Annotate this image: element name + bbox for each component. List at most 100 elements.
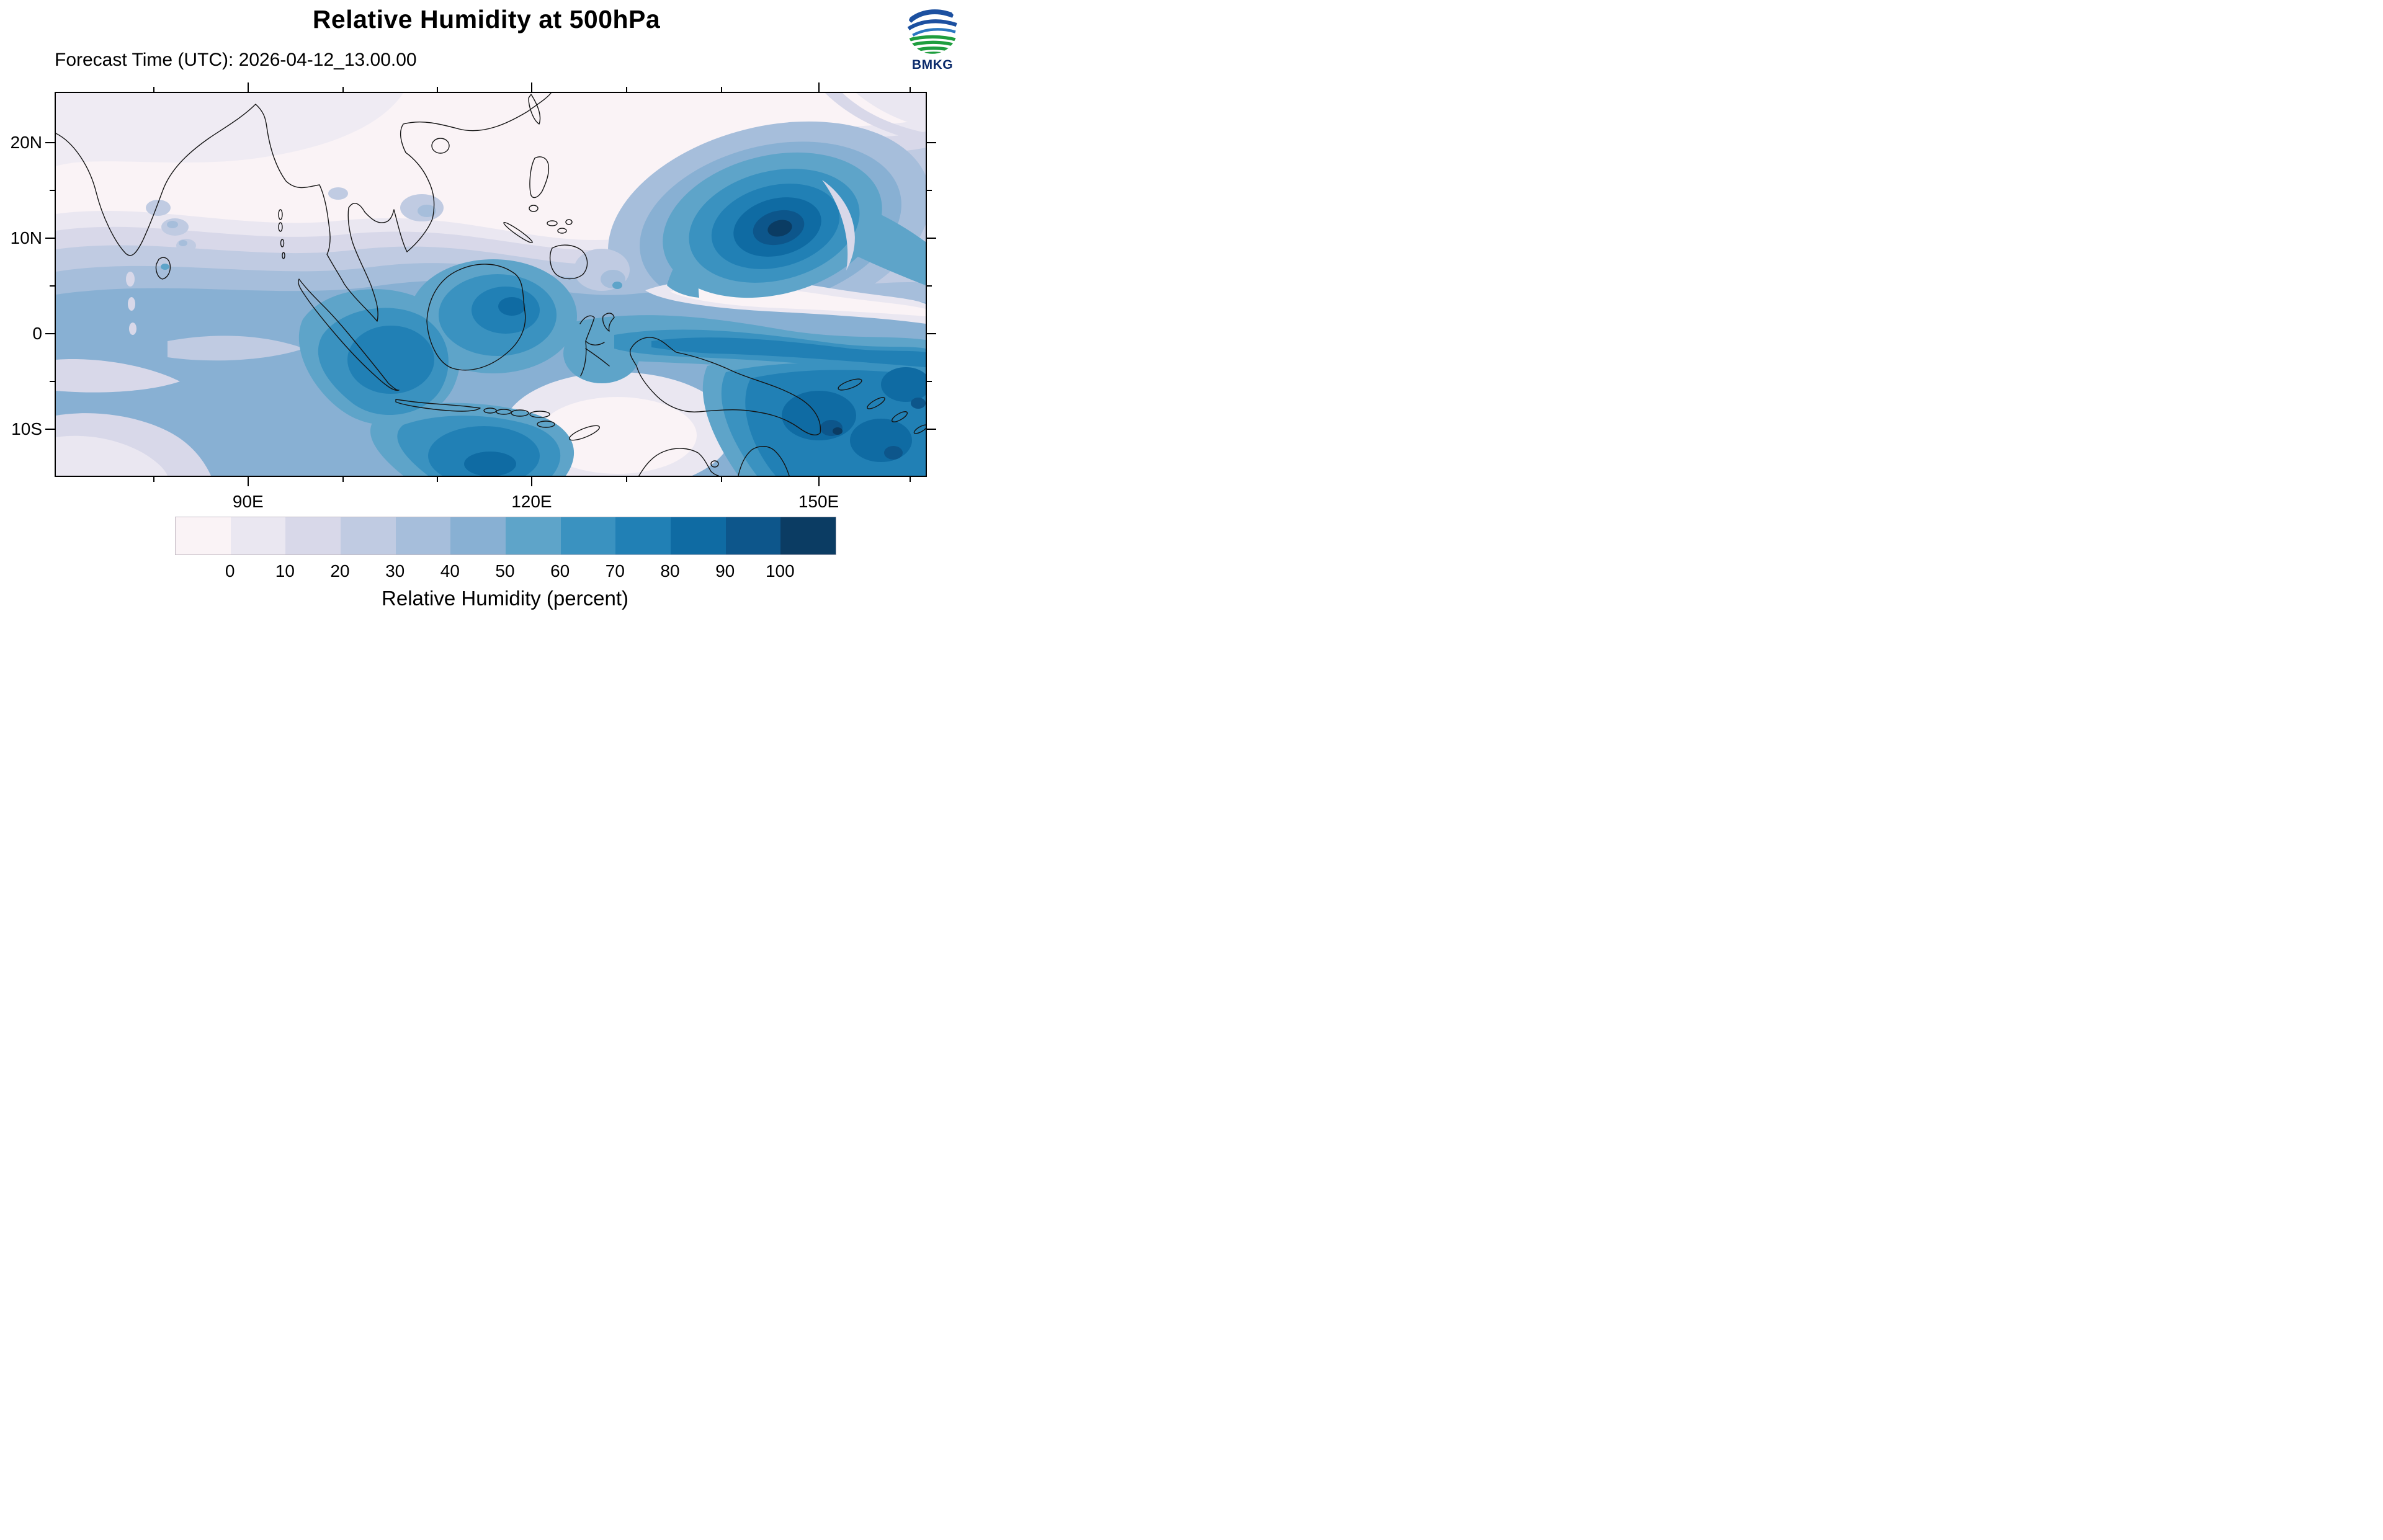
- colorbar-cell: [725, 517, 781, 554]
- coastline-lombok: [496, 409, 512, 415]
- humidity-map: [56, 93, 926, 476]
- coastline-visayas-1: [547, 220, 558, 226]
- coastline-luzon: [529, 156, 550, 198]
- lon-major-tick: [247, 82, 249, 92]
- colorbar-tick-label: 70: [605, 561, 625, 581]
- lon-minor-tick: [153, 477, 155, 482]
- coastline-visayas-3: [565, 219, 573, 225]
- lon-minor-tick: [342, 87, 344, 92]
- colorbar-caption: Relative Humidity (percent): [382, 587, 628, 610]
- page-title: Relative Humidity at 500hPa: [312, 5, 661, 33]
- lon-major-tick: [818, 477, 820, 486]
- lon-major-tick: [818, 82, 820, 92]
- coastline-groote: [710, 460, 719, 468]
- coastline-sumbawa: [511, 409, 529, 417]
- colorbar-tick-label: 90: [715, 561, 735, 581]
- coastline-sri-lanka: [155, 257, 171, 280]
- coastline-solomon-1: [867, 397, 885, 409]
- lon-minor-tick: [342, 477, 344, 482]
- colorbar-tick-label: 10: [275, 561, 295, 581]
- lat-minor-tick: [50, 285, 55, 287]
- colorbar-cell: [506, 517, 561, 554]
- coastline-bali: [483, 407, 497, 414]
- bmkg-logo-icon: [907, 3, 958, 54]
- lon-minor-tick: [720, 477, 722, 482]
- coastline-solomon-3: [913, 424, 926, 434]
- coastline-borneo: [426, 264, 526, 371]
- coastline-nicobar-2: [282, 252, 285, 259]
- lat-tick-label: 0: [32, 324, 42, 344]
- colorbar-cell: [615, 517, 671, 554]
- lat-major-tick: [45, 428, 55, 430]
- lat-tick-label: 10N: [10, 228, 42, 247]
- coastline-new-britain: [838, 378, 862, 391]
- coastlines: [56, 93, 926, 476]
- colorbar-tick-label: 60: [550, 561, 570, 581]
- colorbar-tick-label: 80: [660, 561, 680, 581]
- coastline-palawan: [503, 221, 533, 244]
- lon-minor-tick: [437, 477, 439, 482]
- lat-major-tick: [45, 333, 55, 335]
- lon-major-tick: [247, 477, 249, 486]
- coastline-cape-york: [738, 446, 790, 476]
- lon-minor-tick: [437, 87, 439, 92]
- colorbar-cell: [395, 517, 451, 554]
- coastline-nicobar-1: [280, 239, 285, 247]
- lon-minor-tick: [909, 87, 911, 92]
- lon-tick-label: 120E: [511, 492, 552, 511]
- lon-tick-label: 150E: [798, 492, 839, 511]
- map-frame: 20N 10N 0 10S 90E 120E 150E: [11, 82, 936, 511]
- colorbar-tick-label: 0: [225, 561, 235, 581]
- coastline-mindoro: [529, 205, 539, 212]
- coastline-timor: [569, 425, 600, 441]
- bmkg-logo: BMKG: [898, 2, 967, 73]
- lat-major-tick: [927, 333, 936, 335]
- coastline-java: [395, 399, 481, 412]
- coastline-sulawesi: [579, 315, 610, 376]
- coastline-arnhem-land: [638, 448, 719, 476]
- colorbar-cells: [175, 517, 836, 555]
- forecast-time-label: Forecast Time (UTC): 2026-04-12_13.00.00: [55, 50, 417, 70]
- colorbar-tick-label: 100: [765, 561, 795, 581]
- lat-major-tick: [927, 237, 936, 239]
- lat-minor-tick: [927, 189, 932, 191]
- scattered-moist-patches: [126, 187, 630, 335]
- coastline-india-indochina: [56, 93, 552, 322]
- lon-minor-tick: [153, 87, 155, 92]
- lat-tick-label: 20N: [10, 133, 42, 153]
- colorbar-cell: [230, 517, 286, 554]
- lat-minor-tick: [927, 381, 932, 383]
- lat-tick-label: 10S: [11, 419, 42, 438]
- lat-minor-tick: [50, 189, 55, 191]
- lat-major-tick: [45, 142, 55, 144]
- colorbar-tick-label: 20: [330, 561, 350, 581]
- coastline-mindanao: [549, 244, 588, 280]
- coastline-hainan: [431, 138, 450, 154]
- equatorial-moist-cores: [298, 259, 926, 476]
- colorbar-tick-label: 50: [495, 561, 515, 581]
- lat-major-tick: [927, 428, 936, 430]
- coastline-halmahera: [602, 313, 615, 332]
- humidity-field: [56, 93, 926, 476]
- lon-major-tick: [530, 477, 532, 486]
- cyclone-high-humidity-region: [663, 152, 926, 298]
- lat-minor-tick: [927, 285, 932, 287]
- lat-major-tick: [45, 237, 55, 239]
- coastline-sumba: [537, 421, 555, 428]
- colorbar-cell: [671, 517, 726, 554]
- lat-minor-tick: [50, 381, 55, 383]
- coastline-new-guinea: [629, 337, 821, 435]
- lon-major-tick: [530, 82, 532, 92]
- colorbar-tick-label: 30: [385, 561, 405, 581]
- coastline-taiwan: [528, 94, 541, 125]
- coastline-sumatra: [298, 278, 400, 391]
- lon-minor-tick: [625, 477, 627, 482]
- lon-minor-tick: [909, 477, 911, 482]
- colorbar-tick-label: 40: [440, 561, 460, 581]
- colorbar-tick-labels: 0 10 20 30 40 50 60 70 80 90 100: [175, 561, 835, 584]
- lon-tick-label: 90E: [232, 492, 264, 511]
- coastline-visayas-2: [557, 228, 567, 234]
- colorbar-cell: [285, 517, 341, 554]
- coastline-andaman-2: [278, 222, 283, 232]
- colorbar-cell: [341, 517, 396, 554]
